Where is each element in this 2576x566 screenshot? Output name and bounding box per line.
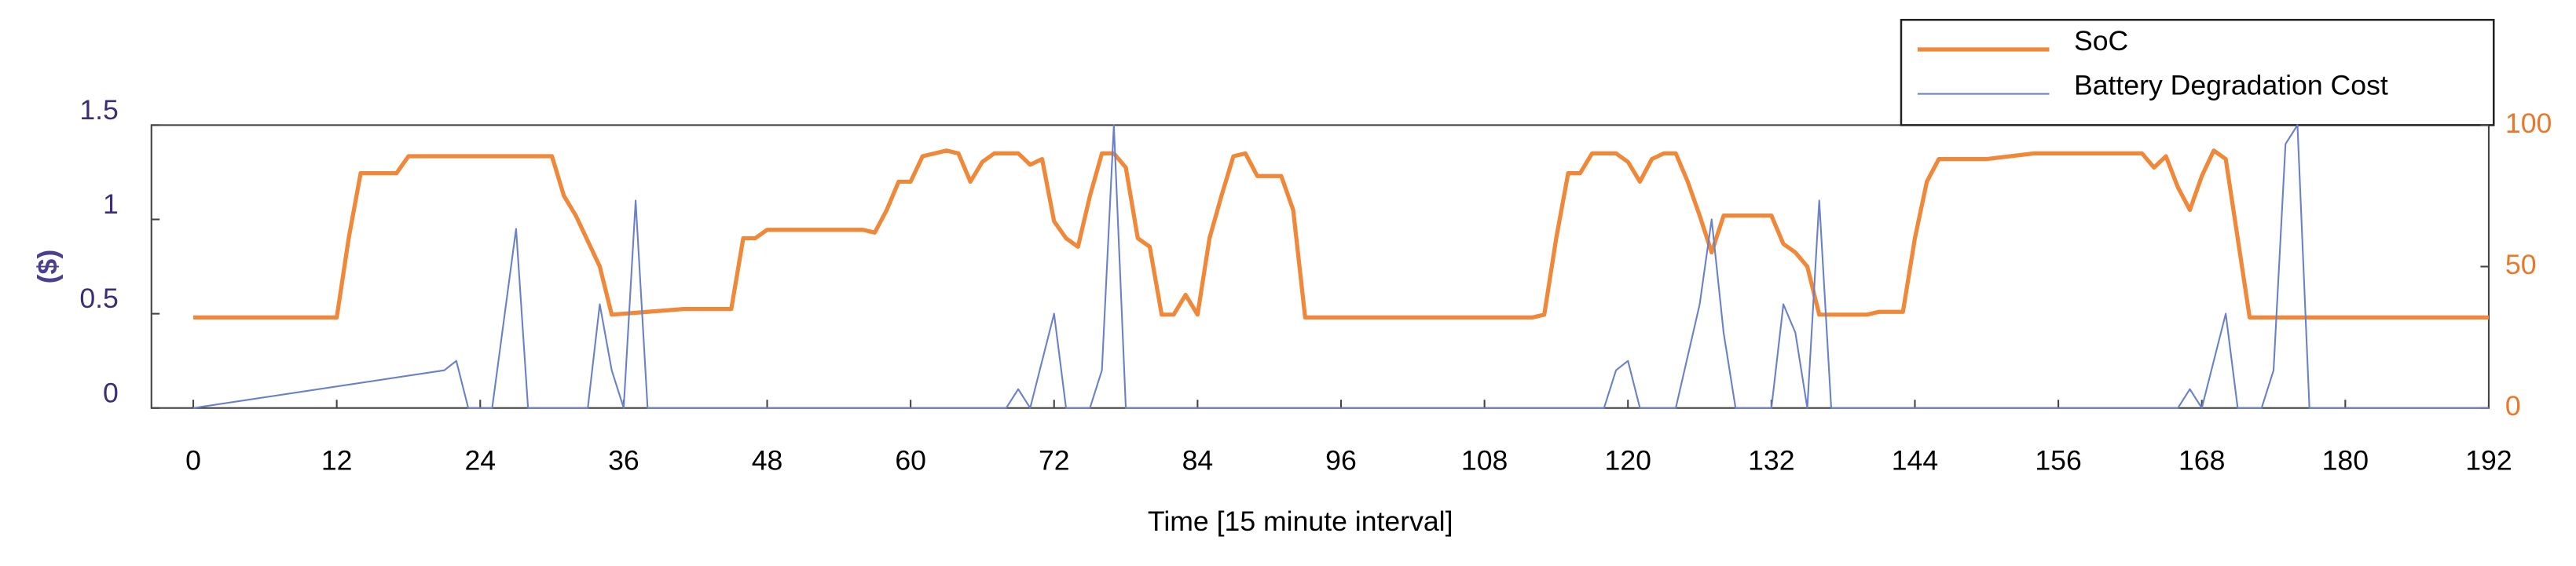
y-tick-label: 0.5	[79, 283, 119, 314]
x-tick-label: 168	[2178, 444, 2225, 476]
x-tick-label: 24	[464, 444, 496, 476]
y2-tick-label: 0	[2505, 390, 2521, 422]
y2-tick-label: 100	[2505, 108, 2552, 139]
series-line	[193, 148, 2489, 320]
x-tick-label: 120	[1605, 444, 1651, 476]
legend-label: Battery Degradation Cost	[2074, 70, 2388, 101]
x-tick-label: 144	[1892, 444, 1938, 476]
x-tick-label: 60	[895, 444, 926, 476]
x-tick-label: 72	[1039, 444, 1070, 476]
x-tick-label: 96	[1325, 444, 1357, 476]
x-tick-label: 132	[1748, 444, 1794, 476]
x-tick-label: 108	[1461, 444, 1508, 476]
y-axis-label: ($)	[31, 250, 63, 284]
x-tick-label: 192	[2465, 444, 2512, 476]
legend	[1900, 19, 2495, 126]
series-line	[192, 124, 2489, 409]
plot-frame	[150, 124, 2490, 409]
y-tick-label: 1	[103, 188, 119, 220]
x-tick-label: 84	[1182, 444, 1214, 476]
legend-label: SoC	[2074, 25, 2128, 57]
y2-tick-label: 50	[2505, 249, 2537, 280]
x-tick-label: 0	[185, 444, 201, 476]
x-tick-label: 180	[2322, 444, 2369, 476]
x-tick-label: 12	[321, 444, 353, 476]
y-tick-label: 1.5	[79, 94, 119, 126]
x-tick-label: 48	[752, 444, 783, 476]
y-tick-label: 0	[103, 377, 119, 408]
x-tick-label: 36	[608, 444, 639, 476]
x-axis-label: Time [15 minute interval]	[1148, 506, 1453, 537]
x-tick-label: 156	[2035, 444, 2081, 476]
